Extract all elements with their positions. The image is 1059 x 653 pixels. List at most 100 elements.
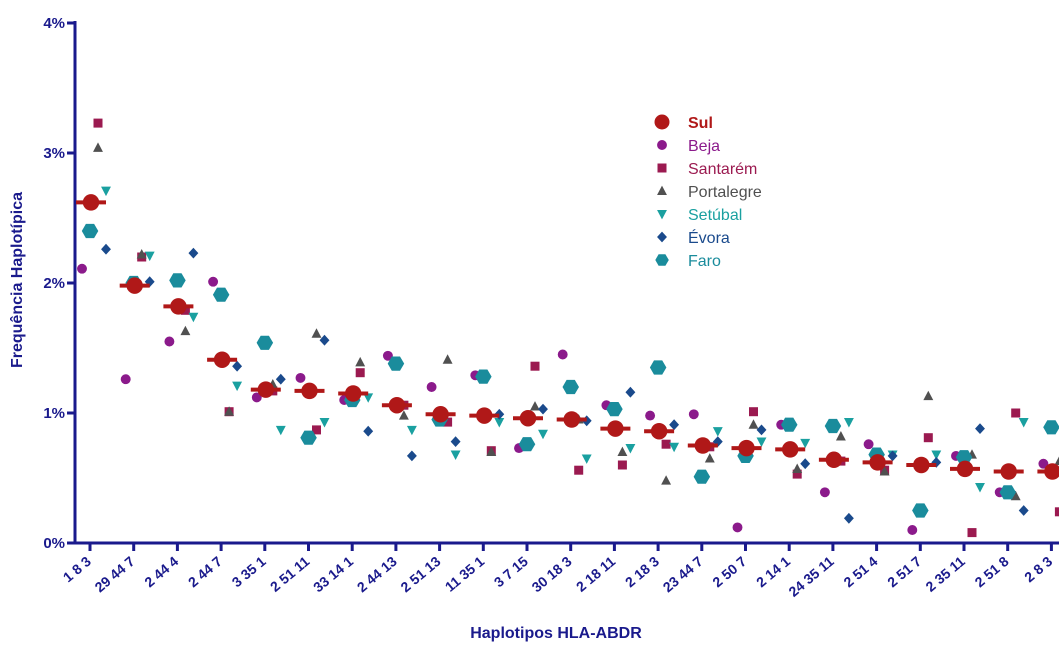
sul-point (869, 454, 886, 471)
faro-point (169, 273, 186, 288)
sul-point (1044, 463, 1059, 480)
santarém-point (93, 118, 103, 128)
x-tick-label: 2 44 7 (185, 553, 225, 590)
santarém-point (530, 361, 540, 371)
portalegre-point (398, 410, 409, 420)
évora-point (363, 425, 374, 437)
x-tick-label: 2 14 1 (753, 553, 793, 590)
évora-point (101, 243, 111, 255)
évora-point (232, 360, 243, 372)
santarém-point (661, 439, 671, 449)
y-tick-label: 2% (43, 275, 65, 292)
y-tick-label: 3% (43, 145, 65, 162)
santarém-point (749, 407, 758, 417)
faro-point (955, 450, 973, 465)
évora-point (625, 386, 636, 398)
series-santarém (93, 118, 1059, 538)
setúbal-point (144, 251, 155, 262)
legend-item-évora: Évora (657, 228, 730, 247)
santarém-point (312, 425, 321, 435)
x-tick-label: 1 8 3 (60, 553, 94, 585)
évora-point (450, 436, 461, 447)
setúbal-point (625, 444, 636, 454)
beja-point (645, 410, 656, 421)
sul-point (825, 451, 843, 469)
setúbal-point (669, 442, 680, 453)
setúbal-point (450, 450, 461, 460)
portalegre-point (180, 325, 191, 336)
portalegre-point (442, 354, 453, 364)
portalegre-point (923, 390, 934, 401)
legend-item-portalegre: Portalegre (657, 184, 762, 201)
legend: Sul Beja Santarém Portalegre Setúbal Évora Far… (654, 114, 762, 270)
setúbal-point (363, 393, 374, 403)
legend-label: Setúbal (688, 207, 742, 224)
legend-marker (657, 185, 667, 196)
évora-point (538, 403, 548, 415)
setúbal-point (931, 450, 942, 460)
legend-label: Santarém (688, 161, 757, 178)
setúbal-point (800, 438, 811, 449)
évora-point (188, 247, 199, 259)
évora-point (975, 423, 985, 434)
sul-point (781, 441, 799, 458)
santarém-point (923, 433, 933, 443)
portalegre-point (311, 328, 322, 338)
faro-point (256, 335, 274, 350)
y-tick-label: 4% (43, 15, 65, 32)
évora-point (669, 419, 680, 431)
portalegre-point (704, 453, 715, 463)
legend-item-sul: Sul (654, 114, 713, 132)
legend-item-santarém: Santarém (657, 161, 757, 178)
setúbal-point (319, 418, 330, 428)
setúbal-point (581, 454, 592, 464)
faro-point (475, 369, 492, 384)
x-tick-label: 2 35 11 (922, 553, 968, 595)
sul-point (1000, 463, 1017, 480)
beja-point (295, 372, 306, 383)
beja-point (120, 374, 131, 385)
évora-point (887, 450, 898, 462)
portalegre-point (486, 446, 497, 457)
series-portalegre (93, 142, 1059, 501)
faro-point (999, 485, 1016, 500)
legend-item-setúbal: Setúbal (657, 207, 742, 224)
sul-point (344, 385, 362, 402)
legend-marker (657, 163, 667, 173)
setúbal-point (756, 437, 767, 447)
setúbal-point (188, 312, 199, 323)
portalegre-point (136, 249, 147, 259)
faro-point (562, 379, 579, 395)
sul-point (388, 396, 406, 414)
santarém-point (355, 368, 365, 378)
beja-point (208, 276, 219, 287)
series-beja (77, 263, 1049, 535)
series-sul (76, 194, 1059, 480)
évora-point (406, 450, 417, 462)
y-tick-label: 0% (43, 535, 65, 552)
sul-point (126, 277, 143, 294)
x-tick-label: 33 14 1 (310, 553, 356, 595)
sul-point (432, 406, 449, 423)
faro-point (387, 356, 405, 371)
x-tick-label: 2 51 8 (972, 553, 1012, 590)
sul-point (650, 422, 668, 440)
portalegre-point (1010, 490, 1021, 501)
évora-point (275, 373, 286, 385)
legend-label: Portalegre (688, 184, 762, 201)
portalegre-point (879, 466, 890, 476)
beja-point (164, 336, 175, 347)
sul-point (913, 456, 930, 474)
beja-point (426, 382, 437, 392)
sul-point (213, 351, 231, 368)
x-tick-label: 2 51 7 (884, 553, 924, 590)
legend-item-beja: Beja (657, 138, 720, 155)
beja-point (1038, 458, 1049, 469)
santarém-point (1011, 408, 1021, 418)
x-tick-label: 2 50 7 (709, 553, 749, 590)
setúbal-point (712, 427, 723, 437)
legend-label: Faro (688, 253, 721, 270)
évora-point (1018, 505, 1029, 516)
